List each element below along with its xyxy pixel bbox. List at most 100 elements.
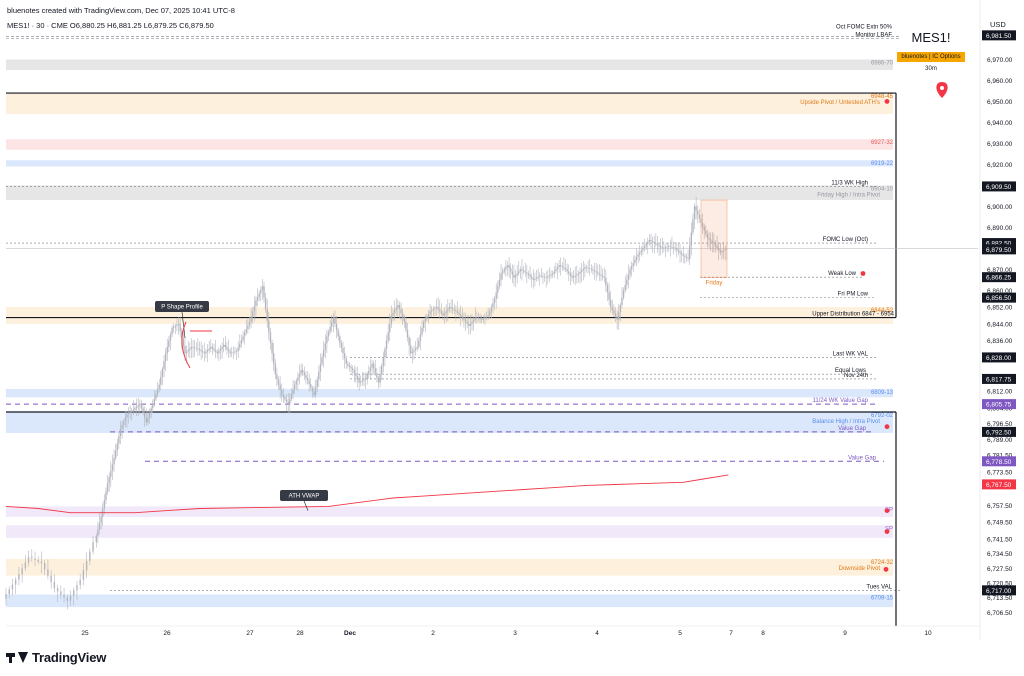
- candle-body: [203, 352, 206, 354]
- candle-layer: [5, 196, 728, 610]
- candle-body: [480, 319, 483, 320]
- candle-body: [44, 563, 46, 570]
- candle-body: [140, 403, 143, 409]
- zone-label-7: 6792-02: [871, 413, 894, 419]
- candle-body: [253, 306, 256, 312]
- candle-body: [626, 279, 628, 286]
- candle-body: [343, 353, 346, 359]
- candle-body: [145, 417, 147, 423]
- candle-body: [680, 253, 683, 255]
- candle-body: [492, 302, 494, 308]
- price-tag-bg: [982, 244, 1016, 255]
- price-tag-text: 6,866.25: [986, 275, 1012, 282]
- candle-body: [173, 327, 175, 329]
- candle-body: [377, 377, 380, 383]
- candle-body: [526, 272, 528, 274]
- candle-body: [687, 257, 689, 259]
- candle-body: [664, 247, 667, 248]
- candle-body: [69, 595, 72, 601]
- candle-body: [197, 348, 199, 350]
- candle-body: [305, 375, 307, 378]
- candle-body: [530, 276, 533, 279]
- candle-body: [218, 351, 220, 354]
- candle-body: [522, 270, 525, 272]
- candle-body: [651, 240, 654, 243]
- candle-body: [629, 269, 631, 275]
- candle-body: [572, 276, 575, 278]
- candle-body: [655, 243, 657, 245]
- candle-body: [705, 230, 707, 235]
- zone-10: [6, 558, 893, 576]
- candle-body: [555, 269, 557, 272]
- p-shape-pointer: [181, 311, 186, 339]
- currency-label[interactable]: USD: [990, 20, 1006, 29]
- candle-body: [398, 304, 401, 310]
- candle-body: [593, 270, 596, 272]
- candle-body: [479, 318, 481, 320]
- candle-body: [447, 309, 449, 312]
- candle-body: [669, 246, 672, 247]
- candle-body: [231, 352, 233, 354]
- zone-label-11: 6709-15: [871, 596, 894, 602]
- candle-body: [556, 267, 559, 270]
- candle-body: [185, 351, 188, 354]
- candle-body: [537, 276, 539, 278]
- candle-body: [127, 413, 130, 415]
- candle-body: [205, 351, 207, 354]
- candle-body: [642, 248, 644, 251]
- y-tick-label: 6,860.00: [987, 288, 1013, 295]
- candle-body: [521, 269, 523, 271]
- zone-3: [6, 160, 893, 167]
- candle-body: [76, 585, 78, 591]
- friday-box: [700, 199, 728, 278]
- candle-body: [682, 254, 684, 256]
- candle-body: [663, 247, 665, 249]
- candle-body: [400, 309, 402, 314]
- candle-body: [453, 309, 455, 311]
- candle-body: [281, 389, 283, 396]
- candle-body: [580, 270, 583, 272]
- candle-body: [118, 436, 120, 444]
- candle-body: [434, 308, 436, 310]
- candle-body: [295, 381, 297, 385]
- price-tag-bg: [982, 426, 1016, 437]
- candle-body: [489, 311, 491, 316]
- candle-body: [622, 290, 625, 298]
- candle-body: [213, 348, 215, 351]
- zone-label-4: 6904-10: [871, 186, 894, 192]
- candle-body: [60, 591, 62, 595]
- candle-body: [123, 421, 125, 426]
- candle-body: [82, 570, 85, 580]
- y-axis: 6,970.00 6,960.00 6,950.00 6,940.00 6,930.00…: [979, 0, 1016, 640]
- candle-body: [503, 269, 505, 272]
- friday-label: Friday: [706, 281, 723, 287]
- candle-body: [192, 346, 194, 348]
- zone-6: [6, 388, 893, 398]
- candle-body: [14, 579, 17, 585]
- candle-body: [469, 323, 472, 326]
- candle-body: [289, 398, 291, 404]
- candle-body: [406, 329, 409, 338]
- price-tag-text: 6,792.50: [986, 429, 1012, 436]
- candle-body: [187, 350, 189, 352]
- candle-body: [114, 450, 117, 459]
- candle-body: [458, 312, 460, 315]
- candle-body: [468, 323, 470, 326]
- candle-body: [168, 340, 170, 347]
- candle-body: [381, 365, 383, 375]
- candle-body: [540, 275, 543, 277]
- zone-4: [6, 185, 893, 201]
- price-tag-text: 6,856.50: [986, 295, 1012, 302]
- candle-body: [340, 342, 343, 348]
- level-label-9: Nov 24th: [844, 373, 868, 379]
- candle-body: [137, 405, 139, 407]
- candle-body: [335, 323, 338, 331]
- candle-body: [500, 273, 502, 280]
- candle-body: [269, 332, 272, 343]
- candle-body: [455, 310, 457, 312]
- candle-body: [98, 523, 101, 530]
- candle-body: [106, 483, 109, 492]
- candle-body: [561, 266, 564, 268]
